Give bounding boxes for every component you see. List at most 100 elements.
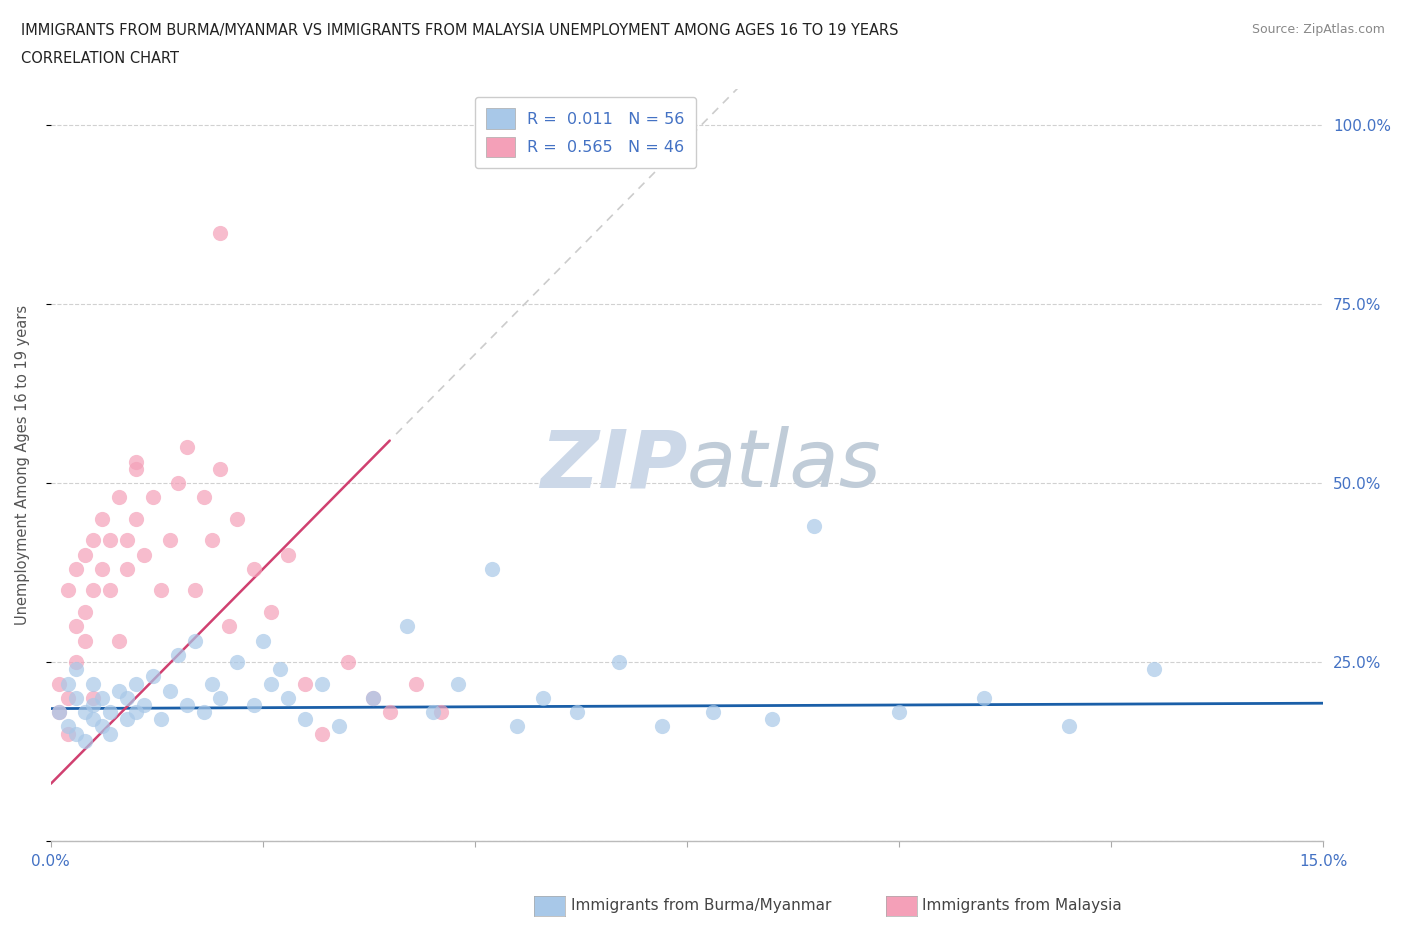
- Point: [260, 676, 283, 691]
- Point: [226, 512, 249, 526]
- Point: [107, 633, 129, 648]
- Point: [430, 705, 453, 720]
- Point: [65, 618, 87, 633]
- Point: [134, 547, 156, 562]
- Point: [277, 547, 299, 562]
- Point: [124, 454, 146, 469]
- Point: [1057, 719, 1080, 734]
- Point: [277, 690, 299, 705]
- Point: [48, 676, 70, 691]
- Point: [65, 690, 87, 705]
- Point: [209, 225, 232, 240]
- Point: [115, 562, 138, 577]
- Point: [82, 711, 104, 726]
- Point: [73, 604, 96, 619]
- Point: [193, 705, 215, 720]
- Point: [115, 711, 138, 726]
- Point: [481, 562, 503, 577]
- Text: ZIP: ZIP: [540, 426, 688, 504]
- Point: [176, 440, 198, 455]
- Point: [98, 705, 121, 720]
- Point: [607, 655, 630, 670]
- Point: [294, 676, 316, 691]
- Point: [56, 719, 79, 734]
- Point: [82, 676, 104, 691]
- Point: [361, 690, 384, 705]
- Point: [184, 583, 207, 598]
- Point: [65, 655, 87, 670]
- Point: [243, 698, 266, 712]
- Point: [218, 618, 240, 633]
- Point: [150, 711, 173, 726]
- Point: [651, 719, 673, 734]
- Point: [243, 562, 266, 577]
- Point: [124, 676, 146, 691]
- Point: [48, 705, 70, 720]
- Point: [159, 533, 181, 548]
- Point: [803, 519, 825, 534]
- Point: [48, 705, 70, 720]
- Point: [184, 633, 207, 648]
- Point: [226, 655, 249, 670]
- Point: [1142, 662, 1164, 677]
- Point: [311, 676, 333, 691]
- Point: [887, 705, 910, 720]
- Text: atlas: atlas: [688, 426, 882, 504]
- Point: [65, 726, 87, 741]
- Point: [90, 512, 112, 526]
- Point: [193, 490, 215, 505]
- Legend: R =  0.011   N = 56, R =  0.565   N = 46: R = 0.011 N = 56, R = 0.565 N = 46: [475, 97, 696, 168]
- Y-axis label: Unemployment Among Ages 16 to 19 years: Unemployment Among Ages 16 to 19 years: [15, 305, 30, 625]
- Point: [311, 726, 333, 741]
- Point: [328, 719, 350, 734]
- Point: [761, 711, 783, 726]
- Point: [176, 698, 198, 712]
- Point: [422, 705, 444, 720]
- Point: [447, 676, 470, 691]
- Text: Source: ZipAtlas.com: Source: ZipAtlas.com: [1251, 23, 1385, 36]
- Point: [142, 669, 165, 684]
- Point: [201, 676, 224, 691]
- Point: [294, 711, 316, 726]
- Point: [82, 690, 104, 705]
- Point: [159, 684, 181, 698]
- Point: [56, 676, 79, 691]
- Point: [124, 512, 146, 526]
- Point: [124, 461, 146, 476]
- Point: [107, 490, 129, 505]
- Point: [506, 719, 529, 734]
- Point: [82, 583, 104, 598]
- Point: [142, 490, 165, 505]
- Point: [260, 604, 283, 619]
- Point: [56, 690, 79, 705]
- Text: IMMIGRANTS FROM BURMA/MYANMAR VS IMMIGRANTS FROM MALAYSIA UNEMPLOYMENT AMONG AGE: IMMIGRANTS FROM BURMA/MYANMAR VS IMMIGRA…: [21, 23, 898, 38]
- Text: Immigrants from Burma/Myanmar: Immigrants from Burma/Myanmar: [571, 898, 831, 913]
- Point: [201, 533, 224, 548]
- Point: [124, 705, 146, 720]
- Point: [98, 583, 121, 598]
- Point: [65, 562, 87, 577]
- Point: [252, 633, 274, 648]
- Point: [702, 705, 724, 720]
- Point: [73, 633, 96, 648]
- Point: [396, 618, 419, 633]
- Point: [209, 461, 232, 476]
- Point: [82, 533, 104, 548]
- Point: [107, 684, 129, 698]
- Point: [98, 533, 121, 548]
- Point: [115, 533, 138, 548]
- Point: [269, 662, 291, 677]
- Text: Immigrants from Malaysia: Immigrants from Malaysia: [922, 898, 1122, 913]
- Point: [82, 698, 104, 712]
- Point: [973, 690, 995, 705]
- Point: [73, 547, 96, 562]
- Point: [65, 662, 87, 677]
- Text: CORRELATION CHART: CORRELATION CHART: [21, 51, 179, 66]
- Point: [56, 726, 79, 741]
- Point: [150, 583, 173, 598]
- Point: [90, 562, 112, 577]
- Point: [361, 690, 384, 705]
- Point: [378, 705, 401, 720]
- Point: [56, 583, 79, 598]
- Point: [405, 676, 427, 691]
